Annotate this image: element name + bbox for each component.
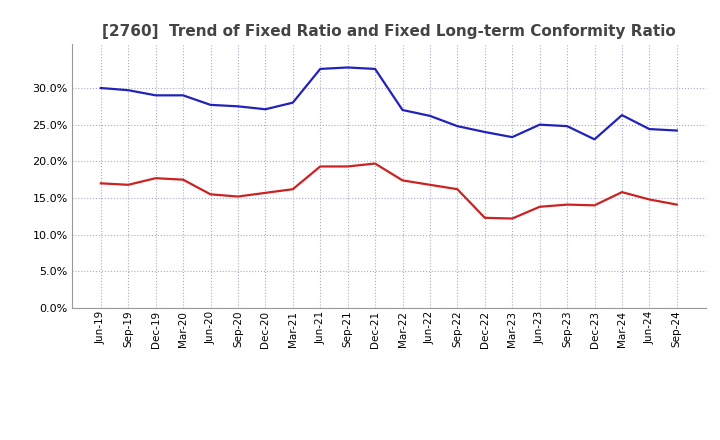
Fixed Ratio xyxy=(508,135,516,140)
Fixed Ratio xyxy=(316,66,325,72)
Fixed Ratio xyxy=(453,124,462,129)
Fixed Long-term Conformity Ratio xyxy=(151,176,160,181)
Line: Fixed Ratio: Fixed Ratio xyxy=(101,67,677,139)
Fixed Ratio xyxy=(206,102,215,107)
Fixed Long-term Conformity Ratio xyxy=(618,190,626,195)
Fixed Ratio xyxy=(289,100,297,105)
Fixed Ratio xyxy=(426,113,434,118)
Fixed Long-term Conformity Ratio xyxy=(480,215,489,220)
Fixed Long-term Conformity Ratio xyxy=(289,187,297,192)
Fixed Ratio xyxy=(233,104,242,109)
Fixed Ratio xyxy=(480,129,489,135)
Fixed Long-term Conformity Ratio xyxy=(316,164,325,169)
Fixed Long-term Conformity Ratio xyxy=(233,194,242,199)
Fixed Ratio xyxy=(343,65,352,70)
Fixed Long-term Conformity Ratio xyxy=(179,177,187,182)
Line: Fixed Long-term Conformity Ratio: Fixed Long-term Conformity Ratio xyxy=(101,164,677,219)
Fixed Long-term Conformity Ratio xyxy=(371,161,379,166)
Fixed Ratio xyxy=(618,113,626,118)
Fixed Ratio xyxy=(563,124,572,129)
Fixed Ratio xyxy=(151,93,160,98)
Fixed Long-term Conformity Ratio xyxy=(536,204,544,209)
Fixed Long-term Conformity Ratio xyxy=(426,182,434,187)
Fixed Long-term Conformity Ratio xyxy=(343,164,352,169)
Fixed Ratio xyxy=(261,106,270,112)
Fixed Ratio xyxy=(398,107,407,113)
Title: [2760]  Trend of Fixed Ratio and Fixed Long-term Conformity Ratio: [2760] Trend of Fixed Ratio and Fixed Lo… xyxy=(102,24,675,39)
Fixed Long-term Conformity Ratio xyxy=(672,202,681,207)
Fixed Long-term Conformity Ratio xyxy=(124,182,132,187)
Fixed Ratio xyxy=(179,93,187,98)
Fixed Ratio xyxy=(96,85,105,91)
Fixed Ratio xyxy=(672,128,681,133)
Fixed Long-term Conformity Ratio xyxy=(96,181,105,186)
Fixed Ratio xyxy=(124,88,132,93)
Fixed Long-term Conformity Ratio xyxy=(590,203,599,208)
Fixed Long-term Conformity Ratio xyxy=(261,190,270,195)
Fixed Long-term Conformity Ratio xyxy=(453,187,462,192)
Fixed Long-term Conformity Ratio xyxy=(563,202,572,207)
Fixed Ratio xyxy=(536,122,544,127)
Fixed Long-term Conformity Ratio xyxy=(645,197,654,202)
Fixed Long-term Conformity Ratio xyxy=(508,216,516,221)
Fixed Long-term Conformity Ratio xyxy=(398,178,407,183)
Fixed Ratio xyxy=(645,126,654,132)
Fixed Long-term Conformity Ratio xyxy=(206,192,215,197)
Fixed Ratio xyxy=(371,66,379,72)
Fixed Ratio xyxy=(590,137,599,142)
